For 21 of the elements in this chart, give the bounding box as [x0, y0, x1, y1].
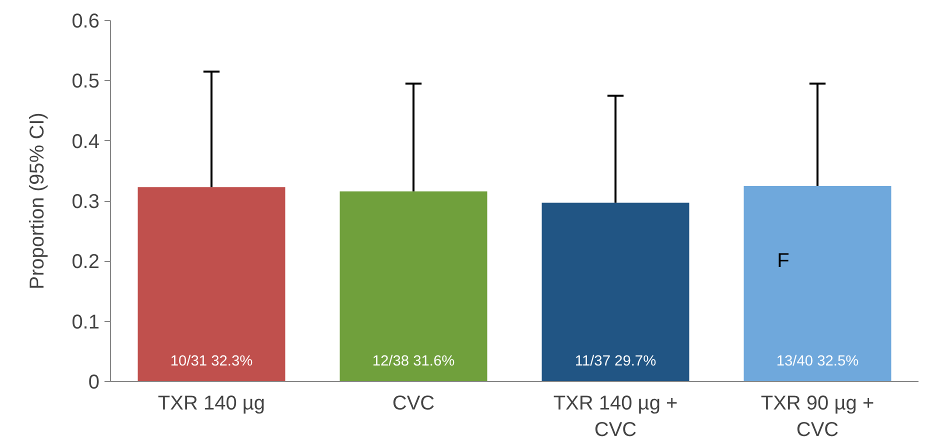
- y-axis-title: Proportion (95% CI): [26, 112, 49, 290]
- x-tick-label: TXR 140 µg + CVC: [553, 392, 678, 441]
- y-tick-label: 0.6: [72, 10, 100, 32]
- data-label: 10/31 32.3%: [170, 354, 253, 370]
- bar: [744, 186, 892, 382]
- y-tick-label: 0.3: [72, 191, 100, 213]
- x-tick-label: TXR 90 µg + CVC: [760, 392, 874, 441]
- bar: [542, 202, 690, 382]
- y-tick-label: 0.5: [72, 70, 100, 93]
- y-tick-label: 0.1: [72, 311, 100, 334]
- bar: [138, 187, 286, 382]
- y-tick-label: 0: [88, 372, 100, 394]
- y-tick-label: 0.2: [72, 251, 100, 274]
- data-label: 11/37 29.7%: [574, 354, 656, 370]
- bar: [340, 191, 488, 382]
- y-tick-label: 0.4: [72, 130, 100, 153]
- x-tick-label: TXR 140 µg: [158, 392, 266, 414]
- data-label: 13/40 32.5%: [776, 354, 859, 370]
- x-tick-label: CVC: [392, 392, 435, 414]
- data-label: 12/38 31.6%: [372, 354, 455, 370]
- annotation: F: [777, 250, 790, 272]
